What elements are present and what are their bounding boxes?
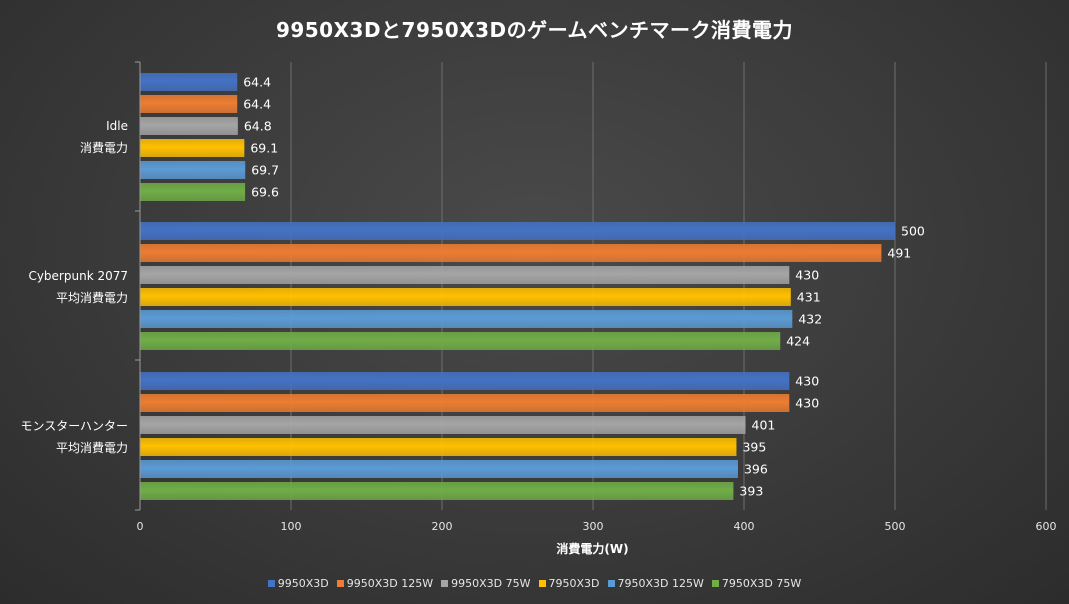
x-tick-label: 300 bbox=[583, 520, 604, 533]
bar-value-label: 432 bbox=[798, 312, 822, 327]
bar bbox=[140, 372, 790, 390]
bar bbox=[140, 139, 245, 157]
legend-label: 9950X3D 125W bbox=[346, 577, 434, 590]
legend-item: 9950X3D 75W bbox=[441, 577, 531, 590]
legend-label: 7950X3D 125W bbox=[617, 577, 704, 590]
category-label: Idle 消費電力 bbox=[80, 115, 128, 159]
bar-value-label: 430 bbox=[795, 396, 819, 411]
x-tick-label: 100 bbox=[281, 520, 302, 533]
bar bbox=[140, 244, 882, 262]
chart-title: 9950X3Dと7950X3Dのゲームベンチマーク消費電力 bbox=[275, 18, 794, 42]
category-label-line1: モンスターハンター bbox=[20, 419, 128, 433]
bar-value-label: 395 bbox=[742, 440, 766, 455]
bar-value-label: 69.6 bbox=[251, 185, 279, 200]
bar bbox=[140, 394, 790, 412]
bar-value-label: 64.8 bbox=[244, 119, 272, 134]
legend-item: 7950X3D 75W bbox=[711, 577, 802, 590]
legend-swatch bbox=[267, 579, 275, 587]
bar bbox=[140, 310, 793, 328]
x-tick-label: 400 bbox=[734, 520, 755, 533]
legend-swatch bbox=[538, 579, 546, 587]
bar bbox=[140, 416, 746, 434]
x-tick-label: 500 bbox=[885, 520, 906, 533]
legend-label: 7950X3D 75W bbox=[721, 577, 802, 590]
legend-swatch bbox=[711, 579, 719, 587]
bar bbox=[140, 460, 738, 478]
bar-value-label: 69.7 bbox=[251, 163, 279, 178]
legend-swatch bbox=[336, 579, 344, 587]
legend-label: 9950X3D 75W bbox=[451, 577, 531, 590]
x-tick-label: 0 bbox=[137, 520, 144, 533]
bar bbox=[140, 161, 246, 179]
bar-value-label: 401 bbox=[752, 418, 776, 433]
bar bbox=[140, 288, 791, 306]
legend-item: 7950X3D 125W bbox=[607, 577, 704, 590]
bar-value-label: 69.1 bbox=[250, 141, 278, 156]
x-tick-label: 200 bbox=[432, 520, 453, 533]
legend-swatch bbox=[607, 579, 615, 587]
bar bbox=[140, 73, 238, 91]
legend-label: 9950X3D bbox=[277, 577, 329, 590]
x-axis-title: 消費電力(W) bbox=[556, 542, 629, 556]
bar bbox=[140, 438, 737, 456]
bar bbox=[140, 95, 238, 113]
bar-value-label: 424 bbox=[786, 334, 810, 349]
x-tick-label: 600 bbox=[1036, 520, 1057, 533]
bar bbox=[140, 266, 790, 284]
legend-swatch bbox=[441, 579, 449, 587]
bar bbox=[140, 183, 246, 201]
category-label-line1: Idle bbox=[106, 119, 128, 133]
bar bbox=[140, 332, 781, 350]
bar-value-label: 64.4 bbox=[243, 97, 271, 112]
bar-value-label: 430 bbox=[795, 268, 819, 283]
legend-label: 7950X3D bbox=[548, 577, 600, 590]
category-label-line2: 平均消費電力 bbox=[55, 291, 128, 305]
legend: 9950X3D 9950X3D 125W 9950X3D 75W 7950X3D 795… bbox=[0, 577, 1069, 590]
legend-item: 9950X3D 125W bbox=[336, 577, 434, 590]
bar bbox=[140, 222, 895, 240]
legend-item: 7950X3D bbox=[538, 577, 600, 590]
bar-value-label: 491 bbox=[887, 246, 911, 261]
category-label: モンスターハンター平均消費電力 bbox=[20, 415, 128, 459]
category-label-line2: 消費電力 bbox=[79, 141, 128, 155]
bar bbox=[140, 482, 734, 500]
bar-value-label: 500 bbox=[901, 224, 925, 239]
legend-item: 9950X3D bbox=[267, 577, 329, 590]
bar-value-label: 431 bbox=[797, 290, 821, 305]
bar-value-label: 64.4 bbox=[243, 75, 271, 90]
bar-value-label: 396 bbox=[744, 462, 768, 477]
category-label-line2: 平均消費電力 bbox=[55, 441, 128, 455]
category-label-line1: Cyberpunk 2077 bbox=[28, 269, 128, 283]
category-label: Cyberpunk 2077 平均消費電力 bbox=[28, 265, 128, 309]
bar bbox=[140, 117, 238, 135]
bar-value-label: 393 bbox=[739, 484, 763, 499]
bar-value-label: 430 bbox=[795, 374, 819, 389]
